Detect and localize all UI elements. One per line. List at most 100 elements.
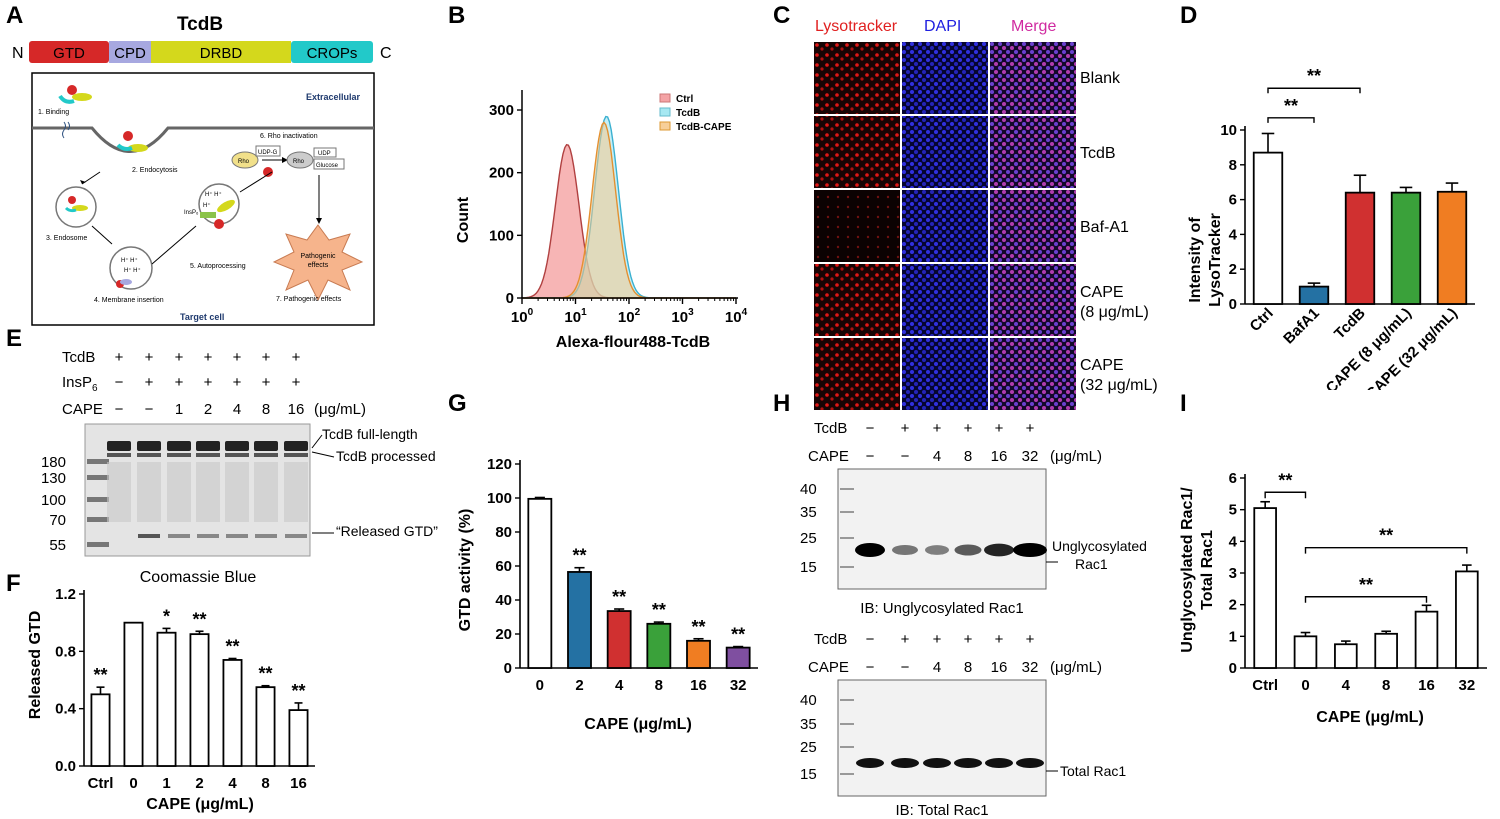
bar bbox=[1374, 632, 1398, 669]
panel-letter-d: D bbox=[1180, 2, 1198, 29]
mw-marker: 25 bbox=[800, 530, 817, 547]
svg-text:effects: effects bbox=[308, 262, 329, 269]
svg-text:+: + bbox=[262, 349, 271, 366]
e-row-insp6: InsP6 bbox=[62, 374, 98, 394]
svg-text:−: − bbox=[866, 631, 875, 648]
gel-band-full bbox=[284, 441, 308, 451]
xtick-label: BafA1 bbox=[1280, 305, 1323, 348]
micrograph-tile bbox=[990, 264, 1076, 336]
micrograph-tile bbox=[814, 264, 900, 336]
c-terminus: C bbox=[380, 45, 392, 62]
h-row-tcdb-2: TcdB bbox=[814, 631, 847, 648]
e-row-tcdb: TcdB bbox=[62, 349, 95, 366]
n-terminus: N bbox=[12, 45, 24, 62]
svg-text:+: + bbox=[901, 631, 910, 648]
svg-text:+: + bbox=[995, 420, 1004, 437]
ytick-label: 200 bbox=[489, 165, 514, 182]
h-row-cape-1: CAPE bbox=[808, 448, 849, 465]
mw-marker: 70 bbox=[49, 512, 66, 529]
xtick-label: 8 bbox=[261, 775, 269, 792]
h-band-unglyco-2: Rac1 bbox=[1075, 556, 1108, 572]
bar bbox=[1455, 570, 1479, 669]
svg-text:+: + bbox=[145, 349, 154, 366]
bar bbox=[686, 639, 711, 669]
bar bbox=[1436, 190, 1468, 305]
ytick-label: 8 bbox=[1229, 157, 1237, 174]
micrograph-tile bbox=[990, 190, 1076, 262]
bar bbox=[1390, 191, 1422, 305]
h-band-total: Total Rac1 bbox=[1060, 763, 1126, 779]
significance-mark: ** bbox=[1359, 575, 1373, 595]
bar bbox=[222, 659, 243, 767]
svg-text:+: + bbox=[204, 349, 213, 366]
svg-text:−: − bbox=[115, 401, 124, 418]
ytick-label: 6 bbox=[1229, 192, 1237, 209]
gel-band-gtd bbox=[168, 534, 190, 538]
svg-text:Rho: Rho bbox=[293, 159, 305, 165]
ytick-label: 100 bbox=[487, 490, 512, 507]
protein-title: TcdB bbox=[177, 14, 223, 35]
svg-text:+: + bbox=[292, 374, 301, 391]
svg-text:+: + bbox=[262, 374, 271, 391]
svg-text:1: 1 bbox=[175, 401, 183, 418]
svg-text:H⁺ H⁺: H⁺ H⁺ bbox=[205, 191, 222, 198]
bar bbox=[606, 610, 632, 669]
svg-text:−: − bbox=[866, 420, 875, 437]
e-stain: Coomassie Blue bbox=[140, 569, 257, 586]
significance-mark: ** bbox=[192, 609, 206, 629]
bar bbox=[1293, 635, 1318, 669]
ytick-label: 0 bbox=[1229, 660, 1237, 677]
xtick-label: 16 bbox=[690, 677, 707, 694]
blot-band bbox=[985, 758, 1013, 768]
xtick-label: 0 bbox=[129, 775, 137, 792]
svg-text:+: + bbox=[933, 420, 942, 437]
panel-letter-h: H bbox=[773, 390, 791, 417]
mw-marker: 25 bbox=[800, 739, 817, 756]
extracellular-label: Extracellular bbox=[306, 92, 361, 102]
blot-band bbox=[954, 758, 982, 768]
blot-band bbox=[892, 544, 918, 556]
xtick-label: 1 bbox=[162, 775, 170, 792]
micrograph-tile bbox=[902, 190, 988, 262]
mw-marker: 35 bbox=[800, 716, 817, 733]
legend-tcdb-cape: TcdB-CAPE bbox=[676, 122, 732, 133]
blot-band bbox=[1016, 758, 1044, 768]
svg-text:Pathogenic: Pathogenic bbox=[300, 253, 336, 260]
svg-text:+: + bbox=[1026, 631, 1035, 648]
ytick-label: 1.2 bbox=[55, 586, 76, 603]
ytick-label: 6 bbox=[1229, 470, 1237, 487]
domain-cpd-label: CPD bbox=[114, 45, 146, 62]
xtick-label: 100 bbox=[511, 307, 534, 326]
ytick-label: 0.4 bbox=[55, 701, 77, 718]
mw-marker: 100 bbox=[41, 492, 66, 509]
gel-band-full bbox=[137, 441, 161, 451]
panel-letter-c: C bbox=[773, 2, 791, 29]
bar bbox=[1253, 507, 1277, 669]
ytick-label: 0 bbox=[504, 660, 512, 677]
xtick-label: 2 bbox=[575, 677, 583, 694]
significance-mark: ** bbox=[572, 546, 586, 566]
ytick-label: 10 bbox=[1220, 122, 1237, 139]
mw-marker: 40 bbox=[800, 481, 817, 498]
ytick-label: 3 bbox=[1229, 565, 1237, 582]
svg-text:+: + bbox=[1026, 420, 1035, 437]
cell-membrane bbox=[32, 126, 374, 153]
micrograph-tile bbox=[814, 190, 900, 262]
step-7: 7. Pathogenic effects bbox=[276, 296, 342, 303]
xtick-label: 16 bbox=[290, 775, 307, 792]
step-5: 5. Autoprocessing bbox=[190, 263, 246, 270]
bar bbox=[567, 571, 592, 669]
svg-text:Rho: Rho bbox=[238, 159, 250, 165]
i-xlabel: CAPE (μg/mL) bbox=[1316, 709, 1424, 726]
target-cell-label: Target cell bbox=[180, 312, 224, 322]
ytick-label: 0.8 bbox=[55, 643, 76, 660]
ytick-label: 2 bbox=[1229, 597, 1237, 614]
significance-mark: ** bbox=[612, 587, 626, 607]
svg-text:−: − bbox=[115, 374, 124, 391]
row-tcdb: TcdB bbox=[1080, 145, 1116, 162]
panel-letter-f: F bbox=[6, 570, 21, 597]
ytick-label: 2 bbox=[1229, 261, 1237, 278]
h-ib-1: IB: Unglycosylated Rac1 bbox=[860, 600, 1023, 617]
step-4: 4. Membrane insertion bbox=[94, 297, 164, 304]
